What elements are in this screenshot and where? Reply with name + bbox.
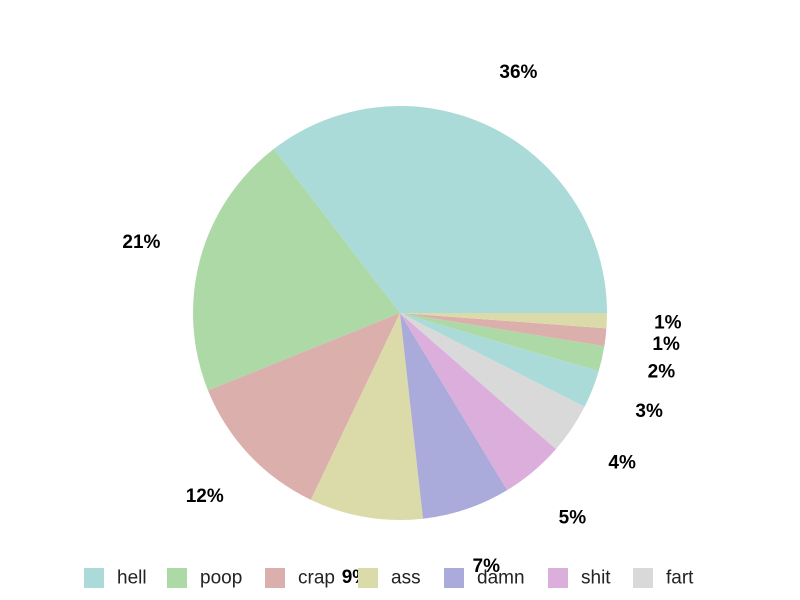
pie-slice: [400, 313, 599, 407]
slice-label: 36%: [499, 62, 537, 83]
slice-label: 2%: [648, 362, 676, 383]
legend-label: fart: [666, 568, 694, 589]
legend-swatch: [444, 568, 464, 588]
pie-slice: [400, 313, 556, 491]
pie-slice: [400, 313, 508, 519]
pie-slice: [273, 106, 607, 314]
slice-label: 4%: [608, 452, 636, 473]
slice-label: 1%: [654, 312, 682, 333]
pie-slices: [193, 106, 607, 520]
legend-swatch: [633, 568, 653, 588]
slice-label: 1%: [652, 334, 680, 355]
slice-label: 5%: [559, 508, 587, 529]
legend-label: poop: [200, 568, 242, 589]
pie-labels: 36%21%12%9%7%5%4%3%2%1%1%: [122, 62, 681, 588]
pie-slice: [310, 313, 423, 520]
slice-label: 3%: [635, 401, 663, 422]
pie-slice: [208, 313, 400, 500]
slice-label: 21%: [122, 232, 160, 253]
legend-swatch: [84, 568, 104, 588]
pie-slice: [193, 148, 400, 391]
legend-swatch: [265, 568, 285, 588]
pie-slice: [400, 313, 585, 450]
legend-label: crap: [298, 568, 335, 589]
legend-label: hell: [117, 568, 147, 589]
pie-slice: [400, 313, 607, 329]
legend: hell poop crap ass damn shit fart: [84, 568, 694, 589]
legend-swatch: [548, 568, 568, 588]
legend-label: ass: [391, 568, 421, 589]
slice-label: 12%: [186, 486, 224, 507]
slice-label: 7%: [473, 556, 501, 577]
pie-slice: [400, 313, 605, 372]
legend-swatch: [167, 568, 187, 588]
legend-label: damn: [477, 568, 525, 589]
legend-swatch: [358, 568, 378, 588]
pie-slice: [400, 313, 607, 347]
legend-label: shit: [581, 568, 611, 589]
